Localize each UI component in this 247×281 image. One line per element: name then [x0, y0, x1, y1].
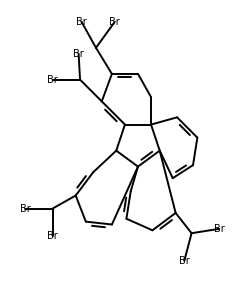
Text: Br: Br — [109, 17, 120, 27]
Text: Br: Br — [73, 49, 84, 59]
Text: Br: Br — [47, 75, 58, 85]
Text: Br: Br — [179, 256, 190, 266]
Text: Br: Br — [214, 224, 225, 234]
Text: Br: Br — [20, 203, 30, 214]
Text: Br: Br — [76, 17, 87, 27]
Text: Br: Br — [47, 231, 58, 241]
